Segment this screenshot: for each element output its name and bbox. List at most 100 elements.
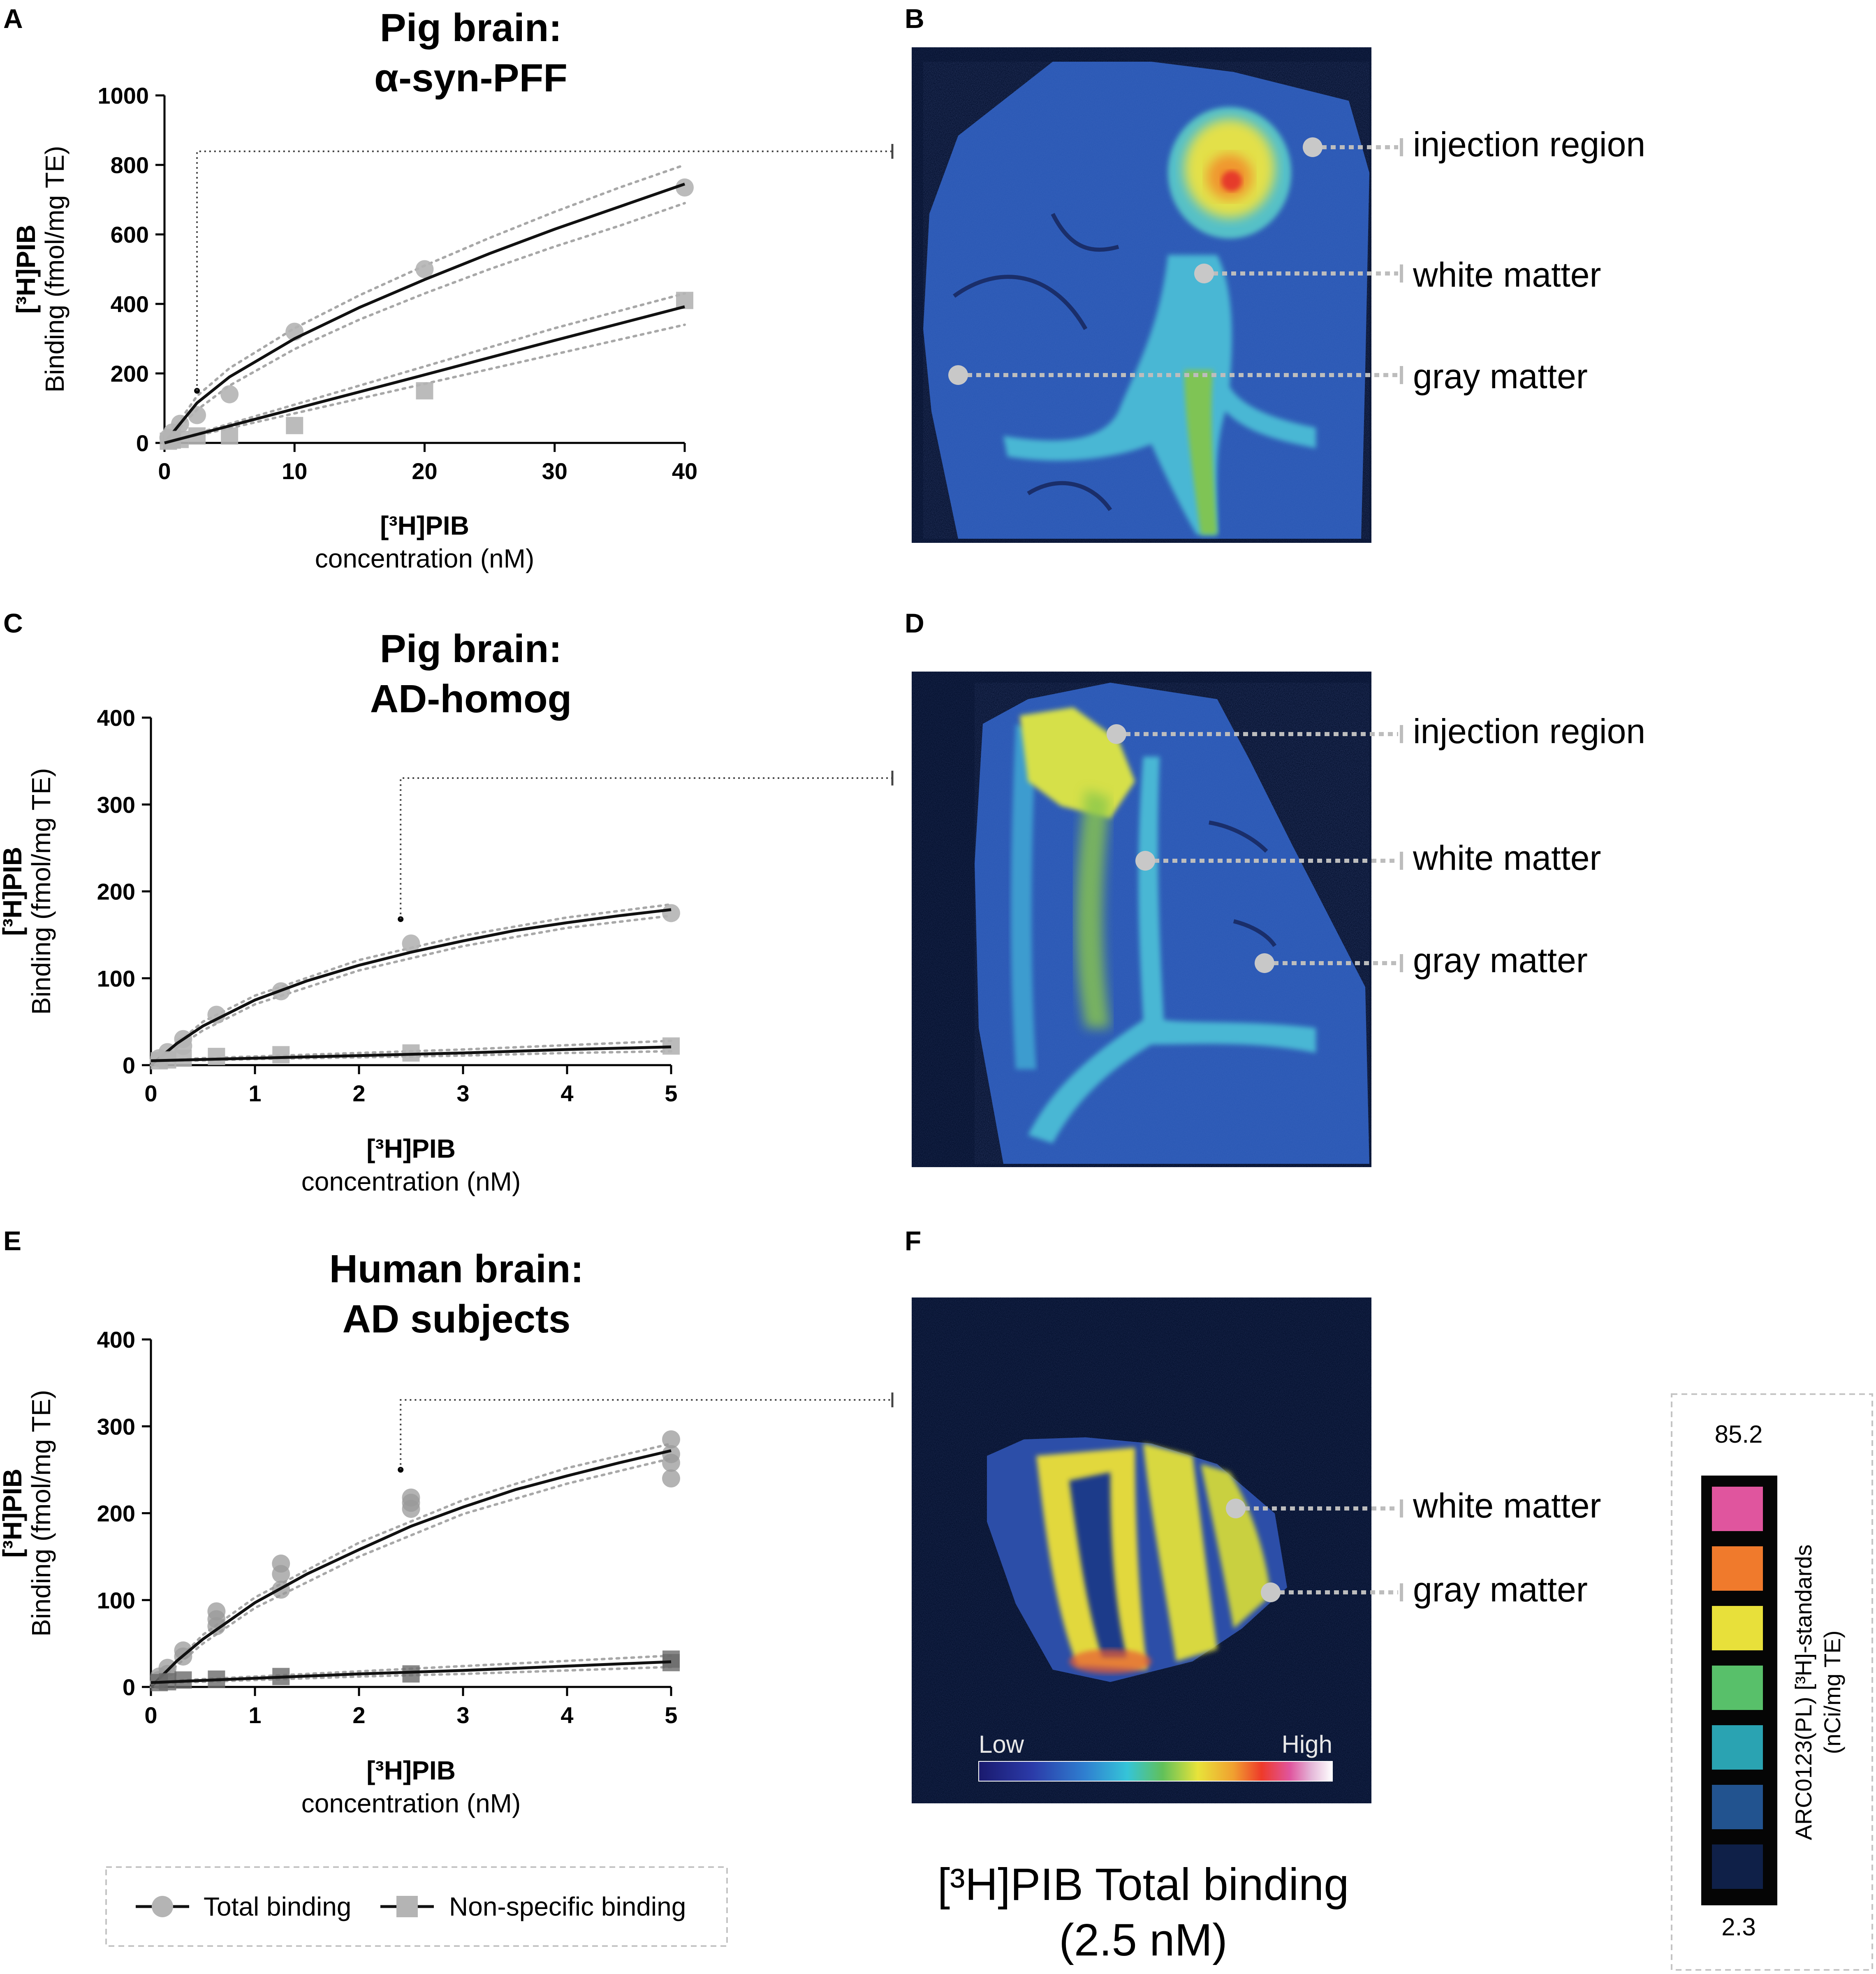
y-tick-label: 0 bbox=[123, 1674, 135, 1700]
legend-nonspecific-label: Non-specific binding bbox=[449, 1892, 686, 1921]
x-tick-label: 20 bbox=[412, 458, 437, 484]
data-point-total bbox=[662, 1430, 680, 1448]
label-d-gray-matter: gray matter bbox=[1413, 941, 1588, 980]
x-tick-label: 2 bbox=[352, 1080, 365, 1106]
standards-squares bbox=[1712, 1487, 1763, 1889]
y-tick-label: 100 bbox=[97, 966, 135, 992]
x-tick-label: 0 bbox=[144, 1702, 157, 1728]
data-point-nonspecific bbox=[402, 1665, 420, 1683]
y-tick-label: 600 bbox=[111, 222, 149, 248]
data-point-total bbox=[662, 904, 680, 922]
x-tick-label: 3 bbox=[456, 1702, 469, 1728]
y-tick-label: 100 bbox=[97, 1587, 135, 1613]
marker-d-injection bbox=[1107, 724, 1126, 744]
standards-label-line-1: ARC0123(PL) [³H]-standards bbox=[1790, 1545, 1816, 1840]
connector-line bbox=[400, 1399, 892, 1470]
chart-a-title-line-2: α-syn-PFF bbox=[374, 56, 567, 100]
x-tick-label: 5 bbox=[665, 1080, 677, 1106]
data-point-nonspecific bbox=[676, 292, 693, 309]
scale-low-label: Low bbox=[979, 1731, 1024, 1758]
marker-b-white bbox=[1194, 264, 1214, 283]
data-point-total bbox=[220, 385, 239, 403]
label-b-injection-region: injection region bbox=[1413, 125, 1645, 164]
x-tick-label: 1 bbox=[248, 1702, 261, 1728]
y-axis-label: Binding (fmol/mg TE) bbox=[40, 146, 69, 393]
data-point-total bbox=[272, 1555, 290, 1573]
y-axis-label-bold: [³H]PIB bbox=[11, 225, 41, 314]
chart-c-pig-ad-homog: Pig brain: AD-homog 0 1 2 3 4 5 0 100 200 300 400 [³H… bbox=[0, 627, 680, 1196]
connector-line bbox=[400, 777, 892, 920]
ci-upper-line bbox=[163, 164, 686, 444]
y-tick-label: 400 bbox=[97, 705, 135, 731]
label-b-white-matter: white matter bbox=[1413, 255, 1601, 294]
y-tick-label: 400 bbox=[111, 291, 149, 317]
fit-line bbox=[151, 1660, 672, 1684]
data-point-total bbox=[402, 934, 420, 953]
label-d-white-matter: white matter bbox=[1413, 839, 1601, 877]
panel-letter-e: E bbox=[3, 1226, 21, 1256]
autoradiograph-d bbox=[912, 672, 1371, 1167]
data-point-total bbox=[402, 1488, 420, 1507]
standard-square bbox=[1712, 1785, 1763, 1829]
data-point-total bbox=[158, 1659, 177, 1677]
legend-total-marker bbox=[152, 1896, 173, 1917]
data-point-nonspecific bbox=[272, 1046, 290, 1063]
x-axis-label-bold: [³H]PIB bbox=[366, 1134, 456, 1163]
y-tick-label: 400 bbox=[97, 1327, 135, 1353]
data-point-total bbox=[676, 178, 694, 197]
ci-lower-line bbox=[150, 1457, 672, 1688]
x-tick-label: 3 bbox=[456, 1080, 469, 1106]
ci-lower-line bbox=[163, 202, 686, 444]
x-axis-label-bold: [³H]PIB bbox=[366, 1756, 456, 1785]
x-axis-label: concentration (nM) bbox=[301, 1167, 521, 1196]
legend-nonspecific-marker bbox=[396, 1896, 418, 1917]
label-d-injection-region: injection region bbox=[1413, 712, 1645, 751]
fit-line bbox=[150, 908, 672, 1066]
connector-line bbox=[196, 151, 892, 391]
marker-d-gray bbox=[1255, 953, 1274, 973]
marker-d-white bbox=[1135, 851, 1155, 871]
fit-line bbox=[163, 183, 686, 444]
x-tick-label: 40 bbox=[672, 458, 697, 484]
y-axis-label: Binding (fmol/mg TE) bbox=[26, 1390, 56, 1637]
x-axis-label: concentration (nM) bbox=[301, 1789, 521, 1818]
y-tick-label: 300 bbox=[97, 792, 135, 818]
fit-line bbox=[150, 1449, 672, 1688]
standards-panel: 85.2 2.3 ARC0123(PL) [³H]-standards (nCi… bbox=[1671, 1393, 1873, 1971]
data-point-total bbox=[662, 1469, 680, 1487]
data-point-nonspecific bbox=[221, 427, 239, 445]
y-tick-label: 1000 bbox=[97, 83, 149, 109]
y-tick-label: 0 bbox=[136, 430, 149, 456]
label-f-white-matter: white matter bbox=[1413, 1486, 1601, 1525]
data-point-nonspecific bbox=[662, 1650, 680, 1668]
x-tick-label: 0 bbox=[158, 458, 171, 484]
intensity-scale-bar bbox=[978, 1761, 1333, 1782]
ci-upper-line bbox=[150, 1442, 672, 1688]
fit-line bbox=[151, 1045, 672, 1062]
y-tick-label: 200 bbox=[97, 1501, 135, 1527]
standard-square bbox=[1712, 1725, 1763, 1770]
panel-letter-f: F bbox=[905, 1226, 921, 1256]
legend-total-label: Total binding bbox=[204, 1892, 351, 1921]
ci-upper-line bbox=[163, 292, 686, 444]
data-point-nonspecific bbox=[208, 1047, 225, 1065]
x-tick-label: 2 bbox=[352, 1702, 365, 1728]
standard-square bbox=[1712, 1606, 1763, 1650]
chart-c-title-line-2: AD-homog bbox=[370, 677, 572, 721]
standard-square bbox=[1712, 1487, 1763, 1531]
x-tick-label: 5 bbox=[665, 1702, 677, 1728]
x-tick-label: 30 bbox=[542, 458, 567, 484]
marker-f-white bbox=[1226, 1499, 1246, 1518]
ci-lower-line bbox=[150, 914, 672, 1066]
autoradiograph-f: Low High bbox=[912, 1297, 1371, 1803]
y-axis-label-bold: [³H]PIB bbox=[0, 847, 27, 936]
data-point-nonspecific bbox=[286, 417, 303, 434]
standard-square bbox=[1712, 1844, 1763, 1889]
panel-letter-d: D bbox=[905, 608, 924, 638]
chart-e-title-line-2: AD subjects bbox=[343, 1297, 571, 1341]
caption-line-2: (2.5 nM) bbox=[1059, 1915, 1228, 1965]
marker-b-injection bbox=[1303, 137, 1322, 157]
data-point-total bbox=[662, 1445, 680, 1463]
chart-a-title-line-1: Pig brain: bbox=[380, 6, 562, 50]
